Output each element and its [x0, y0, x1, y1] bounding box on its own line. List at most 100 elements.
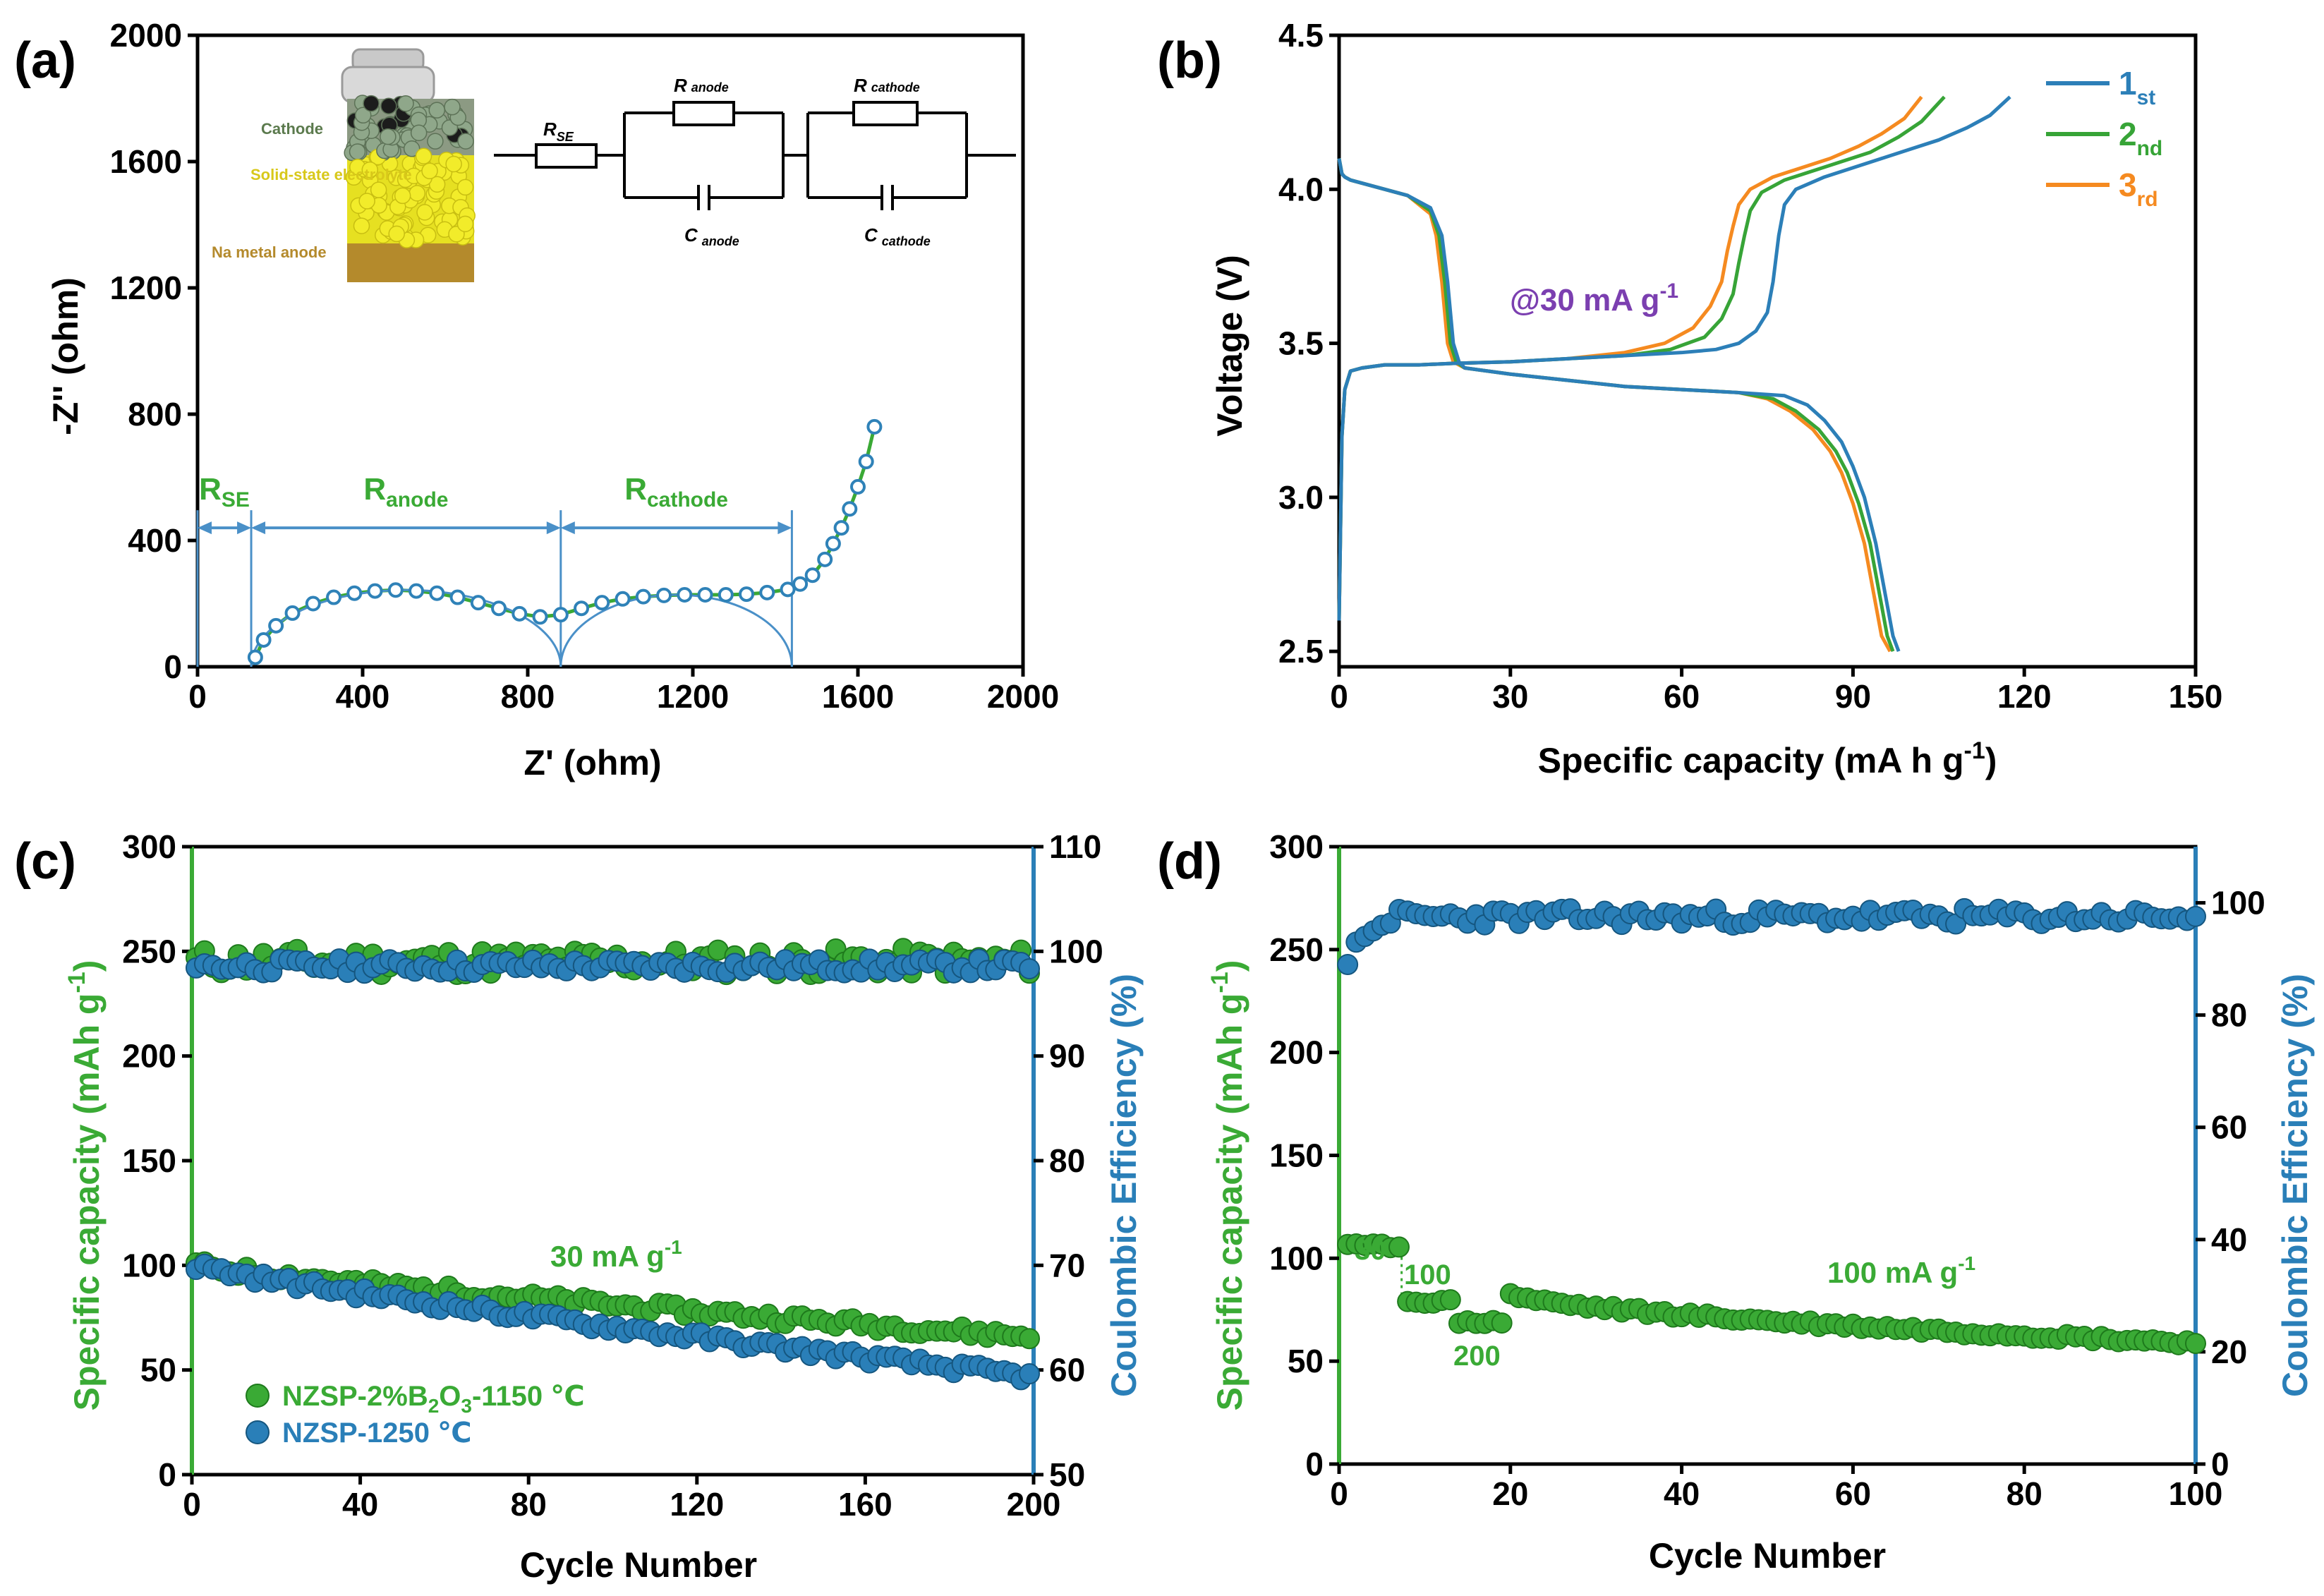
capacity-point: [1439, 1289, 1461, 1311]
capacity-point: [2185, 1333, 2206, 1355]
y-tick-label: 2000: [110, 17, 182, 54]
panel-d-ylabel-right: Coulombic Efficiency (%): [2275, 974, 2315, 1397]
impedance-point: [780, 581, 796, 598]
panel-b-data: [1337, 95, 2011, 653]
panel-d-ylabel-left: Specific capacity (mAh g-1): [1206, 960, 1249, 1411]
grain: [427, 133, 444, 150]
x-tick-label: 0: [183, 1486, 201, 1523]
efficiency-point: [1019, 958, 1041, 980]
impedance-point: [326, 589, 342, 605]
equivalent-circuit-inset: [494, 101, 1016, 210]
y-tick-label: 1600: [110, 143, 182, 180]
panel-b-label: (b): [1157, 32, 1222, 89]
panel-b-voltage-chart: (b) 0 30 60 90 120 150 2.5 3.0 3.5 4.0 4.5 Specifi…: [1157, 17, 2222, 780]
impedance-point: [449, 589, 466, 605]
charge-curve-1st: [1337, 95, 2011, 621]
impedance-point: [594, 595, 610, 611]
region-label-sub: anode: [386, 488, 448, 512]
x-tick-label: 400: [336, 678, 390, 715]
region-label-anode: Ranode: [363, 472, 448, 512]
impedance-point: [697, 586, 713, 603]
y-tick-label: 2.5: [1278, 633, 1324, 670]
impedance-point: [512, 605, 528, 622]
panel-b-ylabel: Voltage (V): [1210, 255, 1249, 436]
grain: [456, 179, 474, 196]
anode-layer-label: Na metal anode: [212, 243, 327, 261]
x-tick-label: 800: [501, 678, 555, 715]
impedance-point: [532, 609, 548, 625]
rse-label: RSE: [543, 119, 574, 144]
legend-label-2nd: 2nd: [2119, 116, 2162, 160]
region-label-sub: cathode: [647, 488, 728, 512]
rate-label-200: 200: [1453, 1341, 1501, 1372]
panel-c-legend: NZSP-2%B2O3-1150 ℃ NZSP-1250 ℃: [246, 1381, 585, 1449]
grain: [363, 95, 380, 112]
arrowhead-left: [198, 521, 212, 535]
x-tick-label: 1200: [657, 678, 729, 715]
region-label-cathode: Rcathode: [624, 472, 728, 512]
legend-sub: st: [2137, 86, 2156, 109]
y-tick-label: 0: [158, 1456, 176, 1493]
grain: [361, 161, 379, 179]
x-tick-label: 90: [1835, 678, 1871, 715]
panel-a-xlabel: Z' (ohm): [523, 743, 661, 782]
grain: [416, 204, 433, 221]
ranode-resistor-icon: [672, 101, 735, 126]
y-tick-label: 400: [128, 522, 182, 559]
grain: [388, 225, 405, 243]
x-tick-label: 80: [2007, 1475, 2042, 1512]
legend-green-marker: [246, 1384, 270, 1408]
panel-a-impedance-chart: (a) 0 400 800 1200 1600 2000 0 400 800 1200 1600 20…: [14, 17, 1059, 782]
impedance-point: [346, 585, 363, 601]
legend-label-3rd: 3rd: [2119, 167, 2158, 211]
grain: [457, 133, 474, 150]
impedance-point: [367, 583, 383, 599]
y-tick-label: 150: [122, 1142, 176, 1179]
legend-sub: rd: [2137, 188, 2158, 211]
arrowhead-right: [546, 521, 561, 535]
y-tick-label: 3.0: [1278, 479, 1324, 516]
x-tick-label: 120: [670, 1486, 724, 1523]
impedance-point: [739, 586, 755, 603]
rate-label-100: 100: [1404, 1259, 1451, 1290]
panel-c-rate-annotation: 30 mA g-1: [550, 1236, 682, 1273]
y-tick-label: 250: [122, 933, 176, 969]
battery-top-icon: [341, 66, 435, 104]
right-y-tick-label: 20: [2211, 1334, 2247, 1370]
y-tick-label: 0: [164, 648, 182, 685]
grain: [456, 215, 474, 233]
rcathode-resistor-icon: [852, 101, 919, 126]
y-tick-label: 150: [1269, 1137, 1324, 1174]
x-tick-label: 60: [1835, 1475, 1871, 1512]
impedance-point: [552, 607, 569, 623]
capacity-point: [1019, 1363, 1041, 1385]
y-tick-label: 200: [122, 1038, 176, 1075]
y-tick-label: 300: [122, 828, 176, 865]
y-tick-label: 300: [1269, 828, 1324, 865]
legend-label-1st: 1st: [2119, 65, 2155, 109]
impedance-point: [850, 478, 866, 495]
right-y-tick-label: 60: [2211, 1109, 2247, 1146]
legend-blue-label: NZSP-1250 ℃: [282, 1417, 472, 1449]
battery-cell-inset: Cathode Solid-state electrolyte Na metal…: [212, 48, 476, 282]
panel-b-legend: 1st 2nd 3rd: [2046, 65, 2162, 211]
right-y-tick-label: 70: [1049, 1247, 1085, 1283]
x-tick-label: 0: [188, 678, 207, 715]
y-tick-label: 0: [1305, 1446, 1324, 1482]
right-y-tick-label: 0: [2211, 1446, 2229, 1482]
panel-c-data: [185, 938, 1041, 1391]
x-tick-label: 120: [1997, 678, 2052, 715]
x-tick-label: 40: [1664, 1475, 1700, 1512]
impedance-point: [305, 596, 321, 612]
discharge-curve-1st: [1337, 158, 1901, 653]
x-tick-label: 150: [2169, 678, 2223, 715]
panel-c-ylabel-left: Specific capacity (mAh g-1): [63, 960, 107, 1411]
right-y-tick-label: 60: [1049, 1352, 1085, 1389]
impedance-point: [759, 584, 775, 600]
right-y-tick-label: 90: [1049, 1038, 1085, 1075]
anode-semicircle-guide: [250, 588, 562, 667]
impedance-point: [615, 591, 631, 607]
panel-b-rate-annotation: @30 mA g-1: [1510, 279, 1678, 318]
y-tick-label: 50: [140, 1352, 176, 1389]
capacity-point: [1491, 1312, 1513, 1334]
